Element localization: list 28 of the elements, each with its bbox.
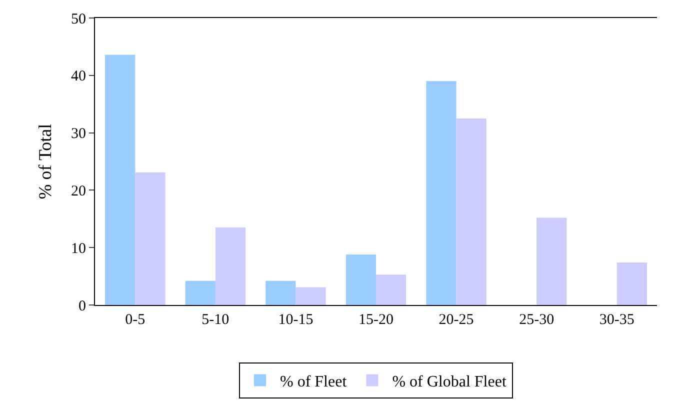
bar [135, 172, 166, 305]
bar [376, 274, 406, 305]
legend-label: % of Global Fleet [392, 374, 507, 391]
bar [456, 118, 486, 305]
bar [215, 228, 246, 305]
x-tick-label: 20-25 [438, 312, 474, 328]
bar [185, 280, 216, 305]
x-tick-label: 5-10 [202, 312, 230, 328]
bar [266, 280, 296, 305]
y-tick-label: 50 [71, 11, 86, 28]
y-tick-label: 30 [71, 126, 86, 142]
y-tick-label: 40 [71, 68, 86, 85]
x-tick-label: 10-15 [278, 312, 314, 328]
legend-label: % of Fleet [280, 374, 348, 391]
bar [616, 262, 647, 305]
bar [346, 254, 376, 305]
x-tick-label: 0-5 [125, 312, 146, 328]
bar [296, 287, 326, 305]
x-tick-label: 30-35 [599, 312, 634, 328]
y-tick-label: 10 [71, 240, 86, 257]
y-axis-title: % of Total [35, 124, 56, 200]
y-tick-label: 20 [71, 183, 86, 200]
bar [105, 54, 136, 305]
y-tick-label: 0 [78, 298, 86, 314]
x-tick-label: 15-20 [358, 312, 394, 328]
bar [426, 81, 456, 305]
x-tick-label: 25-30 [519, 312, 554, 328]
bar [536, 218, 567, 305]
